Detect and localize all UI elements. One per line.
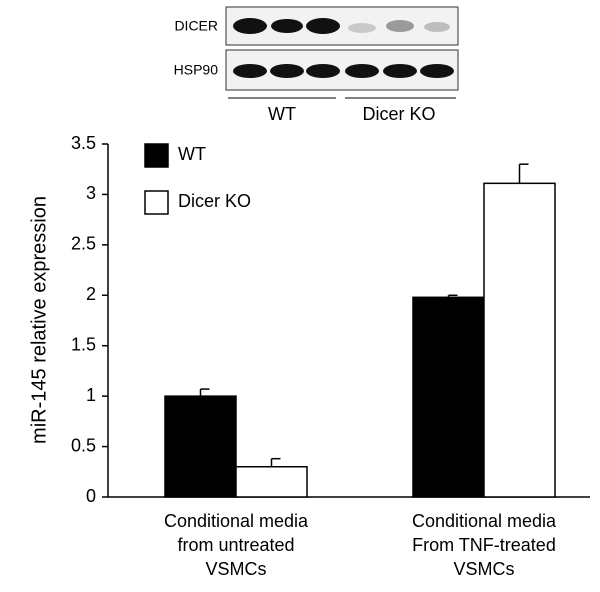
- y-tick-label: 0: [86, 486, 96, 506]
- bar: [412, 296, 485, 498]
- y-tick-label: 3.5: [71, 133, 96, 153]
- y-tick-label: 1.5: [71, 334, 96, 354]
- y-tick-label: 2: [86, 284, 96, 304]
- bar: [483, 182, 556, 498]
- legend-label: WT: [178, 144, 206, 164]
- blot-group-label: WT: [268, 104, 296, 124]
- x-tick-label: from untreated: [177, 535, 294, 555]
- x-tick-label: VSMCs: [205, 559, 266, 579]
- bar: [164, 395, 237, 498]
- y-tick-label: 2.5: [71, 234, 96, 254]
- y-tick-label: 0.5: [71, 435, 96, 455]
- blot-row-label: DICER: [174, 18, 218, 34]
- x-tick-label: From TNF-treated: [412, 535, 556, 555]
- blot-group-label: Dicer KO: [362, 104, 435, 124]
- y-tick-label: 3: [86, 183, 96, 203]
- legend-swatch: [144, 143, 169, 168]
- blot: DICER HSP90 WT Dicer KO: [174, 6, 459, 124]
- x-tick-label: Conditional media: [412, 511, 557, 531]
- y-axis-label: miR-145 relative expression: [28, 196, 50, 444]
- blot-row-label: HSP90: [174, 62, 219, 78]
- bar: [235, 465, 308, 498]
- bands: [233, 18, 454, 78]
- x-tick-label: Conditional media: [164, 511, 309, 531]
- legend-label: Dicer KO: [178, 191, 251, 211]
- y-tick-label: 1: [86, 385, 96, 405]
- x-tick-label: VSMCs: [453, 559, 514, 579]
- legend-swatch: [144, 190, 169, 215]
